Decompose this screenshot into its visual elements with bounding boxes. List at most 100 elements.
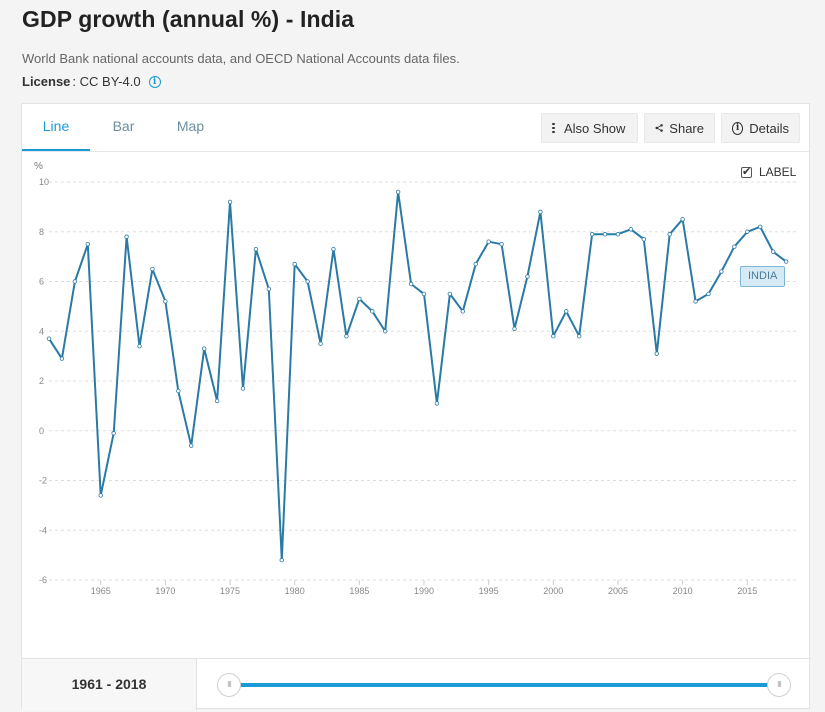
data-point <box>111 431 116 436</box>
label-toggle-text: LABEL <box>759 165 797 179</box>
x-tick-label: 2015 <box>737 586 757 596</box>
data-point <box>770 249 776 254</box>
x-tick-label: 2000 <box>543 586 563 596</box>
also-show-label: Also Show <box>564 120 626 136</box>
tab-map[interactable]: Map <box>176 118 205 134</box>
info-icon[interactable]: i <box>148 75 161 88</box>
data-point <box>357 296 362 302</box>
license: License : CC BY-4.0 i <box>22 74 161 89</box>
source-text: World Bank national accounts data, and O… <box>22 51 460 66</box>
data-point <box>719 269 724 274</box>
data-point <box>783 259 789 264</box>
data-point <box>318 341 323 346</box>
data-point <box>395 189 401 195</box>
line-chart: % 10 8 6 4 2 0 -2 -4 -6 1965 1970 1975 1980 1985 1990 19… <box>34 161 799 596</box>
data-point <box>331 246 336 252</box>
x-tick-label: 1965 <box>91 586 111 596</box>
tab-bar[interactable]: Bar <box>112 118 135 134</box>
share-button[interactable]: Share <box>644 113 715 143</box>
share-label: Share <box>669 120 704 136</box>
data-point <box>137 343 142 349</box>
chart-tabs: Line Bar Map <box>22 104 224 152</box>
label-checkbox[interactable] <box>741 165 752 178</box>
data-point <box>693 299 698 304</box>
y-tick-label: -4 <box>39 525 47 535</box>
tabbar-divider <box>22 151 809 152</box>
data-point <box>227 199 233 205</box>
data-point <box>98 493 103 498</box>
page-title: GDP growth (annual %) - India <box>22 6 355 32</box>
y-tick-label: 8 <box>39 227 44 237</box>
y-tick-label: 2 <box>39 376 44 386</box>
y-tick-label: 4 <box>39 326 44 336</box>
series-label-india: INDIA <box>740 266 786 287</box>
x-tick-label: 1995 <box>479 586 499 596</box>
data-point <box>615 232 621 237</box>
x-tick-label: 1970 <box>155 586 175 596</box>
data-point <box>176 388 181 394</box>
y-tick-label: -6 <box>39 575 47 585</box>
data-point <box>758 224 763 229</box>
data-point <box>576 334 582 339</box>
data-point <box>512 326 517 331</box>
data-point <box>602 232 608 237</box>
data-point <box>214 398 220 404</box>
data-point <box>680 217 685 222</box>
also-show-button[interactable]: Also Show <box>541 113 638 143</box>
license-label: License <box>22 74 71 89</box>
y-axis-unit: % <box>34 161 43 172</box>
data-point <box>240 386 246 391</box>
data-point <box>383 329 388 334</box>
range-start-handle[interactable]: III <box>217 673 241 697</box>
data-point <box>201 346 207 351</box>
year-range-label: 1961 - 2018 <box>22 659 197 711</box>
data-point <box>408 281 414 287</box>
y-tick-label: 10 <box>39 177 49 187</box>
range-slider-track[interactable] <box>229 683 779 687</box>
data-point <box>292 261 297 267</box>
details-button[interactable]: i Details <box>721 113 800 143</box>
label-toggle[interactable]: LABEL <box>741 165 796 179</box>
tab-line[interactable]: Line <box>22 104 90 152</box>
details-label: Details <box>749 120 789 136</box>
data-point <box>279 557 284 563</box>
data-point <box>46 336 52 341</box>
y-tick-label: 0 <box>39 426 44 436</box>
x-tick-label: 2005 <box>608 586 628 596</box>
data-point <box>473 261 478 267</box>
y-tick-label: 6 <box>39 277 44 287</box>
data-point <box>189 443 194 448</box>
data-point <box>641 237 647 242</box>
data-point <box>538 209 543 215</box>
data-point <box>628 227 634 232</box>
data-point <box>59 356 65 361</box>
data-point <box>589 232 595 237</box>
range-footer: 1961 - 2018 III III <box>22 658 811 711</box>
data-point <box>732 244 737 249</box>
data-point <box>266 286 272 292</box>
data-point <box>370 309 375 314</box>
data-point <box>460 309 465 314</box>
data-point <box>344 334 349 339</box>
data-point <box>85 241 90 247</box>
data-point <box>525 274 530 279</box>
data-point <box>551 334 556 339</box>
share-icon <box>655 124 663 132</box>
data-point <box>305 279 310 284</box>
data-point <box>150 266 155 272</box>
data-point <box>434 401 440 406</box>
x-tick-label: 2010 <box>673 586 693 596</box>
info-circle-icon: i <box>732 121 744 135</box>
x-tick-label: 1990 <box>414 586 434 596</box>
chart-card: Line Bar Map Also Show Share i Details %… <box>21 103 811 711</box>
data-point <box>253 246 259 252</box>
data-point <box>486 239 491 244</box>
data-point <box>124 234 129 239</box>
range-end-handle[interactable]: III <box>767 673 791 697</box>
license-value: : CC BY-4.0 <box>72 74 141 89</box>
data-point <box>706 291 711 297</box>
data-point <box>667 232 672 237</box>
data-point <box>654 351 659 356</box>
y-tick-label: -2 <box>39 476 47 486</box>
data-point <box>72 279 78 284</box>
